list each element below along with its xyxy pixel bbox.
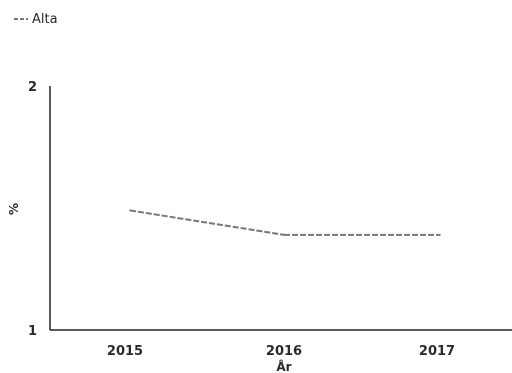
legend-label-alta: Alta <box>32 12 58 27</box>
x-axis-title: År <box>276 359 291 373</box>
data-point-alta-2017 <box>439 234 441 236</box>
data-point-alta-2015 <box>129 209 131 212</box>
x-tick-label-2017: 2017 <box>419 344 455 359</box>
x-tick-label-2015: 2015 <box>107 344 143 359</box>
legend: Alta <box>14 12 58 27</box>
series-line-segment-alta-0 <box>129 209 285 236</box>
x-tick-label-2016: 2016 <box>266 344 302 359</box>
y-tick-label-top: 2 <box>28 80 37 95</box>
y-tick-label-bottom: 1 <box>28 324 37 339</box>
y-axis-title: % <box>7 203 21 215</box>
series-layer <box>129 209 441 236</box>
data-point-alta-2016 <box>283 234 285 236</box>
